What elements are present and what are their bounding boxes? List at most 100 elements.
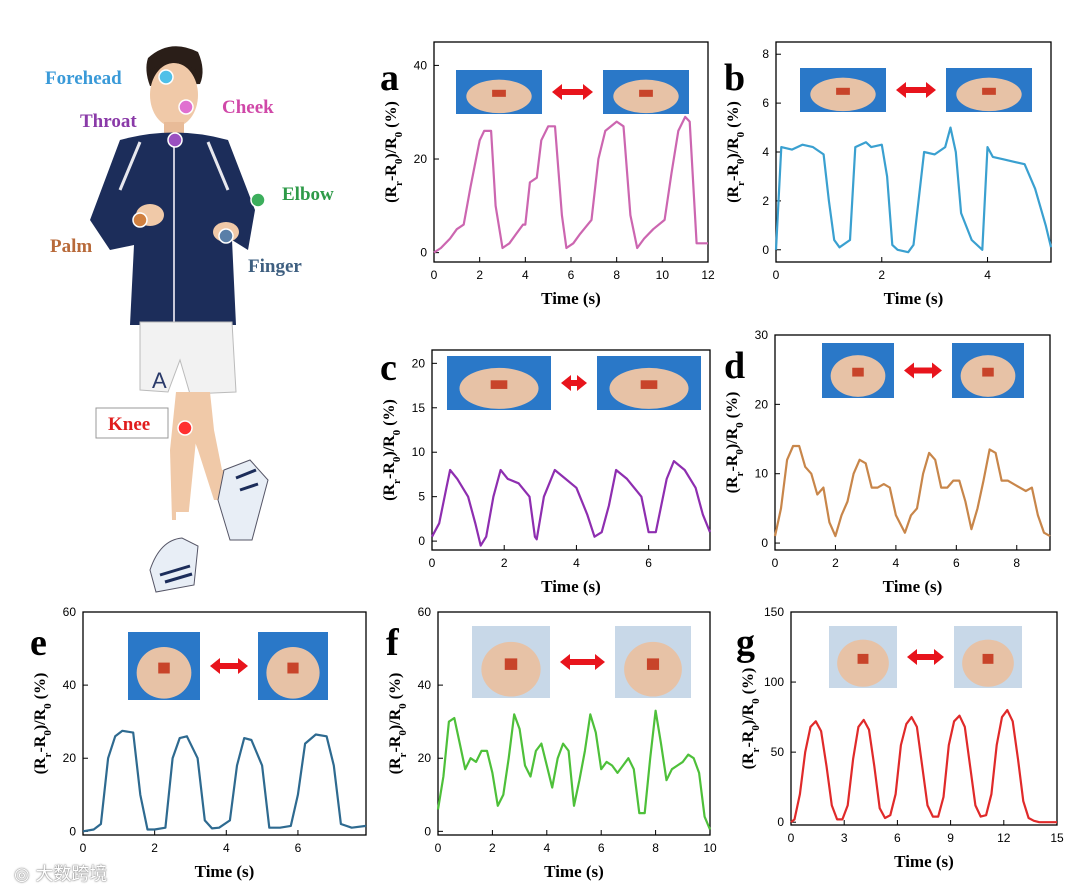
watermark-text: 大数跨境 [35,864,108,885]
y-tick-label: 5 [418,490,425,504]
y-tick-label: 40 [63,678,77,692]
x-tick-label: 0 [435,841,442,855]
x-tick-label: 4 [223,841,230,855]
y-axis-label: (Rr-R0)/R0 (%) [383,101,405,203]
sensor-dot-throat [167,132,183,148]
y-tick-label: 8 [762,47,769,61]
y-tick-label: 0 [424,824,431,838]
sensor-patch [490,380,508,389]
y-tick-label: 15 [412,401,426,415]
sensor-patch [857,653,869,664]
sensor-dot-forehead [158,69,174,85]
x-tick-label: 4 [543,841,550,855]
x-tick-label: 4 [522,268,529,282]
y-tick-label: 2 [762,194,769,208]
sensor-patch [836,87,850,95]
x-tick-label: 2 [489,841,496,855]
knee-label-box [95,407,169,439]
x-tick-label: 0 [431,268,438,282]
x-axis-label: Time (s) [884,289,944,308]
body-label-elbow: Elbow [282,184,334,205]
sensor-dot-finger [218,228,234,244]
x-tick-label: 12 [701,268,715,282]
series-line [773,444,1051,538]
panel-letter: g [736,622,755,664]
x-tick-label: 2 [878,268,885,282]
plot-frame [82,611,367,836]
y-tick-label: 100 [764,675,784,689]
double-arrow-icon [896,82,936,98]
y-tick-label: 10 [755,467,769,481]
sensor-patch [504,658,518,670]
y-tick-label: 0 [69,824,76,838]
y-tick-label: 0 [761,536,768,550]
y-tick-label: 20 [414,152,428,166]
y-axis-label: (Rr-R0)/R0 (%) [724,392,746,494]
x-tick-label: 0 [772,556,779,570]
x-axis-label: Time (s) [544,862,604,881]
y-tick-label: 0 [418,534,425,548]
y-tick-label: 4 [762,145,769,159]
sensor-patch [982,87,996,95]
series-line [774,126,1053,254]
x-tick-label: 0 [788,831,795,845]
y-tick-label: 20 [755,397,769,411]
svg-text:A: A [152,368,167,393]
y-tick-label: 20 [412,356,426,370]
sensor-patch [646,658,660,670]
y-tick-label: 60 [63,605,77,619]
body-label-finger: Finger [248,256,302,277]
sensor-patch [982,653,994,664]
plot-frame [790,611,1058,826]
panel-letter: f [386,622,400,664]
sensor-patch [982,367,994,377]
sensor-patch [158,662,170,674]
sensor-markers [132,69,266,436]
x-tick-label: 8 [1013,556,1020,570]
y-tick-label: 0 [420,246,427,260]
x-tick-label: 2 [476,268,483,282]
panel-letter: e [30,622,47,664]
y-tick-label: 6 [762,96,769,110]
series-line [431,460,712,547]
double-arrow-icon [210,658,248,674]
chart-panel-c: c 0 2 4 6 0 5 10 15 20 Time (s) (Rr-R0)/R0 (%) [380,347,712,596]
sensor-patch [492,89,506,97]
body-label-forehead: Forehead [45,68,122,89]
x-axis-label: Time (s) [883,577,943,596]
x-tick-label: 9 [947,831,954,845]
chart-panel-f: f 0 2 4 6 8 10 0 20 40 60 Time (s) (Rr-R0)/R0 (%) [386,605,717,881]
y-tick-label: 0 [762,243,769,257]
sensor-dot-palm [132,212,148,228]
y-axis-label: (Rr-R0)/R0 (%) [32,673,54,775]
x-axis-label: Time (s) [541,289,601,308]
x-axis-label: Time (s) [195,862,255,881]
y-tick-label: 40 [414,58,428,72]
y-tick-label: 60 [418,605,432,619]
x-tick-label: 2 [151,841,158,855]
x-tick-label: 6 [295,841,302,855]
x-tick-label: 6 [568,268,575,282]
y-axis-label: (Rr-R0)/R0 (%) [381,399,403,501]
x-tick-label: 8 [613,268,620,282]
y-tick-label: 30 [755,328,769,342]
sensor-dot-cheek [178,99,194,115]
body-label-palm: Palm [50,236,92,257]
x-tick-label: 6 [894,831,901,845]
x-tick-label: 6 [953,556,960,570]
y-tick-label: 20 [63,751,77,765]
y-tick-label: 40 [418,678,432,692]
sensor-patch [852,367,864,377]
watermark: ◎ 大数跨境 [14,860,107,886]
body-label-knee: Knee [108,414,150,435]
y-tick-label: 20 [418,751,432,765]
y-tick-label: 0 [777,815,784,829]
x-tick-label: 8 [652,841,659,855]
x-tick-label: 12 [997,831,1011,845]
x-axis-label: Time (s) [541,577,601,596]
panel-letter: d [724,345,745,387]
x-tick-label: 2 [501,556,508,570]
